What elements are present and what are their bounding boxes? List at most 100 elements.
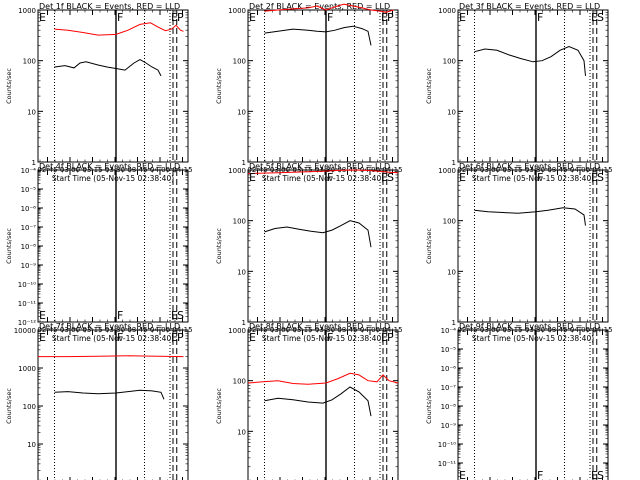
y-tick-label: 1 bbox=[32, 159, 36, 167]
event-marker-letter: S bbox=[177, 309, 184, 322]
y-axis-label: Counts/sec bbox=[215, 388, 223, 424]
y-tick-label: 100 bbox=[443, 58, 456, 66]
y-tick-label: 10 bbox=[237, 428, 246, 436]
chart-panel: Det 3f BLACK = Events, RED = LLD 1 10 100 10… bbox=[425, 2, 613, 183]
event-marker-letter: E bbox=[591, 171, 598, 184]
events-series-line bbox=[264, 386, 372, 417]
chart-panel: Det 4f BLACK = Events, RED = LLD 10⁻¹² 10⁻… bbox=[5, 162, 193, 343]
chart-title: Det 6f BLACK = Events, RED = LLD bbox=[459, 162, 600, 171]
y-axis-label: Counts/sec bbox=[425, 388, 433, 424]
y-tick-label: 1 bbox=[242, 319, 246, 327]
y-tick-label: 10⁻⁴ bbox=[21, 167, 37, 175]
chart-panel: Det 9f BLACK = Events, RED = LLD10⁻¹²10⁻… bbox=[425, 322, 609, 480]
y-tick-label: 1 bbox=[452, 159, 456, 167]
event-marker-letter: E bbox=[171, 331, 178, 344]
y-tick-label: 100 bbox=[23, 403, 36, 411]
y-tick-label: 10⁻⁶ bbox=[441, 365, 457, 373]
events-series-line bbox=[264, 220, 372, 248]
event-marker-letter: E bbox=[381, 11, 388, 24]
event-marker-letter: E bbox=[249, 11, 256, 24]
y-axis-label: Counts/sec bbox=[5, 388, 13, 424]
y-tick-label: 10⁻⁵ bbox=[21, 186, 37, 194]
event-marker-letter: S bbox=[597, 469, 604, 480]
chart-title: Det 1f BLACK = Events, RED = LLD bbox=[39, 2, 180, 11]
event-marker-letter: P bbox=[387, 331, 394, 344]
plot-frame bbox=[247, 169, 399, 323]
event-marker-letter: F bbox=[327, 11, 333, 24]
y-axis-label: Counts/sec bbox=[215, 228, 223, 264]
y-tick-label: 10⁻¹⁰ bbox=[18, 281, 36, 289]
event-marker-letter: E bbox=[459, 469, 466, 480]
y-tick-label: 1000 bbox=[438, 167, 456, 175]
event-marker-letter: P bbox=[177, 331, 184, 344]
x-axis-label: Start Time (05-Nov-15 02:38:40) bbox=[472, 174, 594, 183]
y-tick-label: 1000 bbox=[18, 7, 36, 15]
plot-frame bbox=[247, 329, 399, 480]
y-tick-label: 10 bbox=[237, 108, 246, 116]
chart-panel: Det 7f BLACK = Events, RED = LLD11010010… bbox=[5, 322, 189, 480]
event-marker-letter: E bbox=[381, 171, 388, 184]
y-tick-label: 10⁻¹² bbox=[18, 319, 36, 327]
event-marker-letter: E bbox=[39, 331, 46, 344]
y-tick-label: 10 bbox=[447, 108, 456, 116]
events-series-line bbox=[474, 207, 586, 226]
chart-title: Det 4f BLACK = Events, RED = LLD bbox=[39, 162, 180, 171]
y-tick-label: 1 bbox=[242, 159, 246, 167]
x-axis-label: Start Time (05-Nov-15 02:38:40) bbox=[262, 334, 384, 343]
y-tick-label: 100 bbox=[233, 218, 246, 226]
y-tick-label: 1000 bbox=[228, 327, 246, 335]
y-tick-label: 10⁻⁶ bbox=[21, 205, 37, 213]
event-marker-letter: E bbox=[591, 11, 598, 24]
event-marker-letter: E bbox=[381, 331, 388, 344]
chart-panel: Det 1f BLACK = Events, RED = LLD 1 10 100 10… bbox=[5, 2, 193, 183]
y-tick-label: 100 bbox=[443, 218, 456, 226]
event-marker-letter: F bbox=[537, 11, 543, 24]
x-axis-label: Start Time (05-Nov-15 02:38:40) bbox=[52, 174, 174, 183]
plot-frame bbox=[37, 169, 189, 323]
event-marker-letter: E bbox=[459, 171, 466, 184]
chart-panel: Det 6f BLACK = Events, RED = LLD11010010… bbox=[425, 162, 613, 343]
y-axis-label: Counts/sec bbox=[5, 228, 13, 264]
chart-title: Det 7f BLACK = Events, RED = LLD bbox=[39, 322, 180, 331]
chart-title: Det 5f BLACK = Events, RED = LLD bbox=[249, 162, 390, 171]
event-marker-letter: E bbox=[459, 11, 466, 24]
lld-series-line bbox=[247, 169, 399, 175]
event-marker-letter: F bbox=[327, 331, 333, 344]
event-marker-letter: E bbox=[171, 11, 178, 24]
y-tick-label: 1000 bbox=[228, 167, 246, 175]
x-axis-label: Start Time (05-Nov-15 02:38:40) bbox=[52, 334, 174, 343]
y-tick-label: 10⁻⁷ bbox=[441, 384, 457, 392]
y-tick-label: 10000 bbox=[14, 327, 36, 335]
plot-frame bbox=[457, 329, 609, 480]
y-tick-label: 10⁻⁹ bbox=[21, 262, 37, 270]
chart-title: Det 2f BLACK = Events, RED = LLD bbox=[249, 2, 390, 11]
event-marker-letter: E bbox=[39, 11, 46, 24]
y-tick-label: 10⁻⁴ bbox=[441, 327, 457, 335]
y-tick-label: 10⁻¹⁰ bbox=[438, 441, 456, 449]
event-marker-letter: F bbox=[117, 11, 123, 24]
y-tick-label: 100 bbox=[233, 378, 246, 386]
event-marker-letter: S bbox=[597, 171, 604, 184]
y-tick-label: 10⁻⁸ bbox=[441, 403, 457, 411]
event-marker-letter: E bbox=[249, 331, 256, 344]
y-tick-label: 100 bbox=[23, 58, 36, 66]
y-tick-label: 10⁻⁸ bbox=[21, 243, 37, 251]
events-series-line bbox=[54, 59, 162, 77]
x-axis-label: Start Time (05-Nov-15 02:38:40) bbox=[262, 174, 384, 183]
y-tick-label: 100 bbox=[233, 58, 246, 66]
y-tick-label: 10 bbox=[237, 268, 246, 276]
chart-panel: Det 5f BLACK = Events, RED = LLD11010010… bbox=[215, 162, 403, 343]
chart-title: Det 3f BLACK = Events, RED = LLD bbox=[459, 2, 600, 11]
y-tick-label: 10 bbox=[27, 441, 36, 449]
events-series-line bbox=[264, 25, 372, 46]
plot-frame bbox=[37, 9, 189, 163]
lld-series-line bbox=[38, 355, 184, 358]
events-series-line bbox=[54, 389, 165, 400]
event-marker-letter: E bbox=[171, 309, 178, 322]
plot-frame bbox=[247, 9, 399, 163]
event-marker-letter: E bbox=[591, 469, 598, 480]
y-axis-label: Counts/sec bbox=[215, 68, 223, 104]
